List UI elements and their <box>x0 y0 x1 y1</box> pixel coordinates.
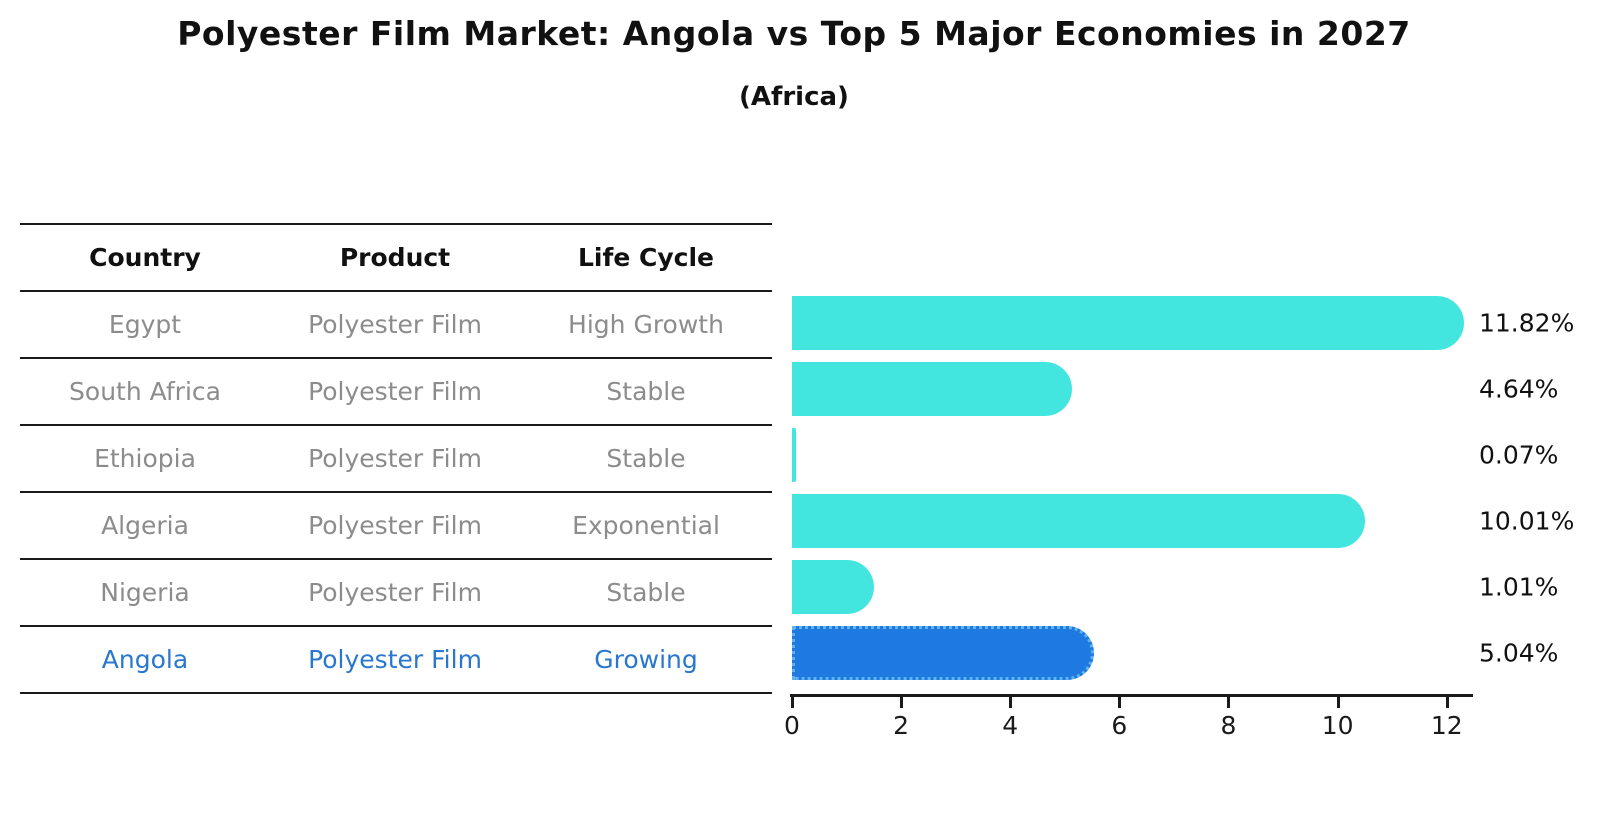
header-country: Country <box>89 243 201 272</box>
x-tick-label: 12 <box>1430 711 1463 740</box>
value-label: 5.04% <box>1479 638 1559 668</box>
value-label: 11.82% <box>1479 308 1575 338</box>
x-tick <box>1118 696 1122 708</box>
x-axis-line <box>790 694 1473 697</box>
value-label: 0.07% <box>1479 440 1559 470</box>
cell-product: Polyester Film <box>308 578 482 607</box>
cell-product: Polyester Film <box>308 377 482 406</box>
x-tick-label: 8 <box>1220 711 1237 740</box>
value-label: 10.01% <box>1479 506 1575 536</box>
table-row: Ethiopia Polyester Film Stable <box>20 426 772 493</box>
x-tick <box>1009 696 1013 708</box>
table-row: Angola Polyester Film Growing <box>20 627 772 694</box>
cell-country: Nigeria <box>100 578 190 607</box>
value-label: 4.64% <box>1479 374 1559 404</box>
cell-country: Egypt <box>108 310 182 339</box>
bar <box>792 296 1464 350</box>
cell-country: Algeria <box>101 511 189 540</box>
bar <box>792 428 796 482</box>
cell-life-cycle: Exponential <box>572 511 720 540</box>
table-row: Egypt Polyester Film High Growth <box>20 292 772 359</box>
x-tick-label: 0 <box>784 711 800 740</box>
cell-life-cycle: Stable <box>606 444 686 473</box>
cell-country: South Africa <box>69 377 221 406</box>
table-body: Egypt Polyester Film High Growth South Afri… <box>20 292 772 694</box>
cell-life-cycle: Stable <box>606 578 686 607</box>
bar <box>792 362 1072 416</box>
x-tick <box>900 696 904 708</box>
chart-title: Polyester Film Market: Angola vs Top 5 M… <box>177 14 1411 53</box>
x-tick <box>1227 696 1231 708</box>
x-tick <box>1336 696 1340 708</box>
value-label: 1.01% <box>1479 572 1559 602</box>
cell-life-cycle: High Growth <box>568 310 724 339</box>
bar <box>792 494 1365 548</box>
header-life-cycle: Life Cycle <box>577 243 715 272</box>
chart-subtitle: (Africa) <box>739 82 849 112</box>
header-product: Product <box>339 243 451 272</box>
table-row: South Africa Polyester Film Stable <box>20 359 772 426</box>
data-table: Country Product Life Cycle Egypt Polyeste… <box>20 223 772 694</box>
cell-product: Polyester Film <box>308 444 482 473</box>
x-tick <box>791 696 794 708</box>
cell-life-cycle: Growing <box>594 645 698 674</box>
x-tick-label: 2 <box>893 711 910 740</box>
cell-product: Polyester Film <box>308 645 482 674</box>
x-tick <box>1445 696 1449 708</box>
x-tick-label: 4 <box>1002 711 1019 740</box>
cell-country: Ethiopia <box>94 444 196 473</box>
x-tick-label: 6 <box>1111 711 1128 740</box>
cell-product: Polyester Film <box>308 310 482 339</box>
bar <box>792 560 874 614</box>
x-tick-label: 10 <box>1321 711 1354 740</box>
table-row: Algeria Polyester Film Exponential <box>20 493 772 560</box>
cell-country: Angola <box>101 645 189 674</box>
table-header-row: Country Product Life Cycle <box>20 225 772 292</box>
cell-life-cycle: Stable <box>606 377 686 406</box>
cell-product: Polyester Film <box>308 511 482 540</box>
table-row: Nigeria Polyester Film Stable <box>20 560 772 627</box>
bar-angola-highlight <box>792 626 1094 680</box>
